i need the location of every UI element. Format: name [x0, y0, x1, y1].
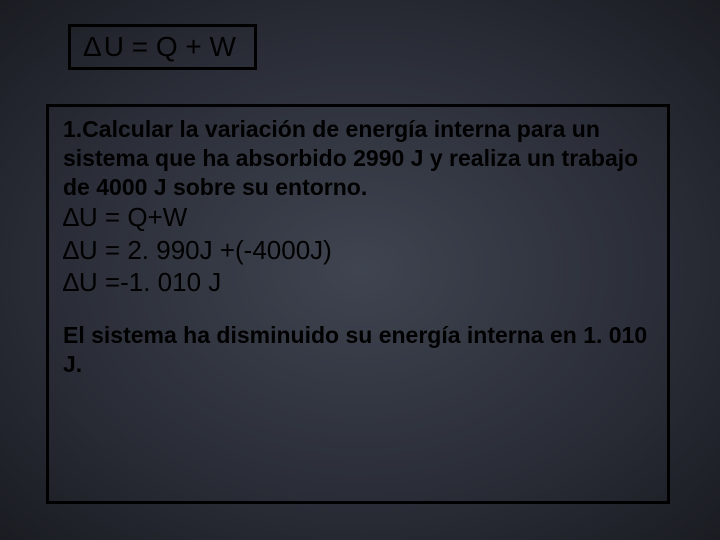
main-content-box: 1.Calcular la variación de energía inter…	[46, 104, 670, 504]
formula-text: Δ U = Q + W	[83, 31, 236, 63]
eq1-text: U = Q+W	[79, 202, 187, 232]
equation-line-3: ∆U =-1. 010 J	[63, 266, 653, 299]
formula-box: Δ U = Q + W	[68, 24, 257, 70]
delta-symbol: ∆	[63, 235, 79, 265]
equation-line-1: ∆U = Q+W	[63, 201, 653, 234]
conclusion-text: El sistema ha disminuido su energía inte…	[63, 321, 653, 379]
delta-symbol: ∆	[63, 202, 79, 232]
problem-statement: 1.Calcular la variación de energía inter…	[63, 115, 653, 201]
delta-symbol: ∆	[63, 267, 79, 297]
eq2-text: U = 2. 990J +(-4000J)	[79, 235, 332, 265]
formula-rest: U = Q + W	[104, 31, 236, 63]
delta-symbol: Δ	[83, 31, 102, 63]
equation-line-2: ∆U = 2. 990J +(-4000J)	[63, 234, 653, 267]
eq3-text: U =-1. 010 J	[79, 267, 221, 297]
